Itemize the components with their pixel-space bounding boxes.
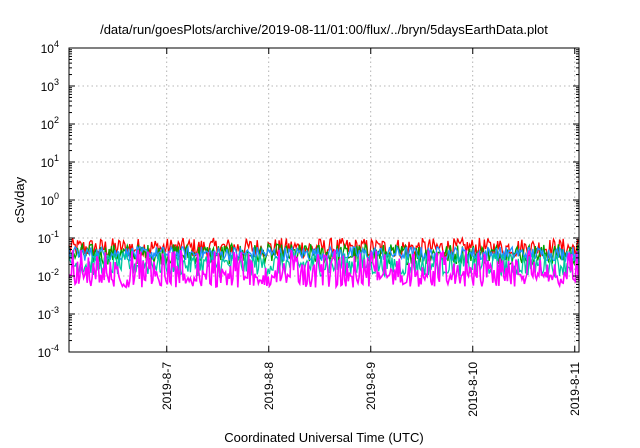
x-tick-label: 2019-8-9 — [364, 362, 378, 410]
x-axis-label: Coordinated Universal Time (UTC) — [224, 430, 423, 445]
y-tick-label: 101 — [41, 153, 59, 170]
x-tick-label: 2019-8-8 — [262, 362, 276, 410]
y-tick-label: 102 — [41, 115, 59, 132]
chart-title: /data/run/goesPlots/archive/2019-08-11/0… — [100, 22, 548, 37]
y-axis-label: cSv/day — [12, 176, 27, 223]
series-group — [68, 235, 580, 290]
y-tick-label: 10-1 — [38, 229, 59, 246]
y-tick-label: 100 — [41, 191, 59, 208]
y-tick-label: 10-4 — [38, 343, 59, 360]
grid-lines — [69, 48, 579, 352]
y-tick-label: 104 — [41, 39, 59, 56]
y-tick-label: 103 — [41, 77, 59, 94]
y-axis: 10-4 10-3 10-2 10-1 100 101 102 103 104 — [38, 39, 579, 360]
x-tick-label: 2019-8-10 — [466, 362, 480, 417]
x-tick-label: 2019-8-11 — [568, 362, 582, 416]
y-tick-label: 10-2 — [38, 267, 59, 284]
x-axis: 2019-8-7 2019-8-8 2019-8-9 2019-8-10 2019-8-… — [160, 48, 582, 417]
series-line — [68, 235, 580, 260]
y-tick-label: 10-3 — [38, 305, 59, 322]
x-tick-label: 2019-8-7 — [160, 362, 174, 410]
series-line — [68, 249, 580, 290]
